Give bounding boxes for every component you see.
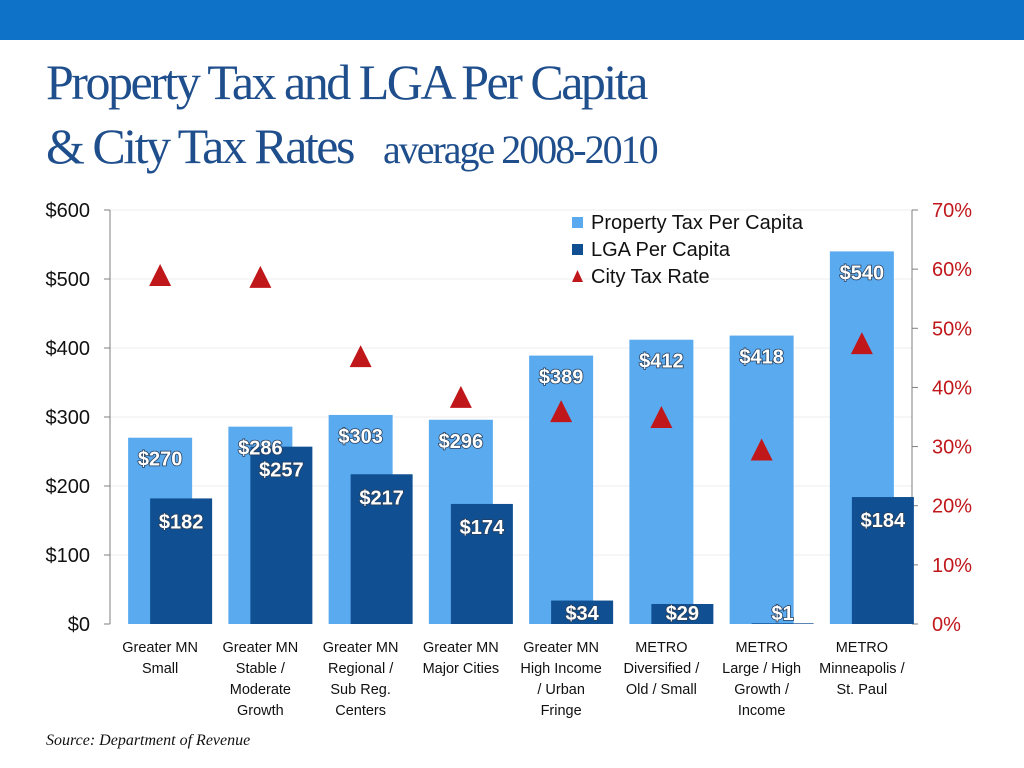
- data-label-lga: $34: [565, 603, 599, 625]
- data-label-lga: $182: [159, 511, 204, 533]
- x-category-label: High Income: [520, 661, 601, 677]
- title-line-2-text: & City Tax Rates: [46, 118, 355, 174]
- x-category-label: Greater MN: [423, 640, 499, 656]
- x-category-label: Sub Reg.: [330, 682, 390, 698]
- bar-lga: [350, 474, 413, 624]
- y-tick-label: $500: [46, 269, 91, 291]
- marker-city-tax-rate: [349, 345, 372, 368]
- x-category-label: METRO: [836, 640, 888, 656]
- x-category-label: METRO: [735, 640, 787, 656]
- page-title: Property Tax and LGA Per Capita & City T…: [46, 50, 659, 182]
- bar-lga: [551, 600, 614, 624]
- x-category-label: Minneapolis /: [819, 661, 905, 677]
- marker-city-tax-rate: [550, 400, 573, 423]
- legend-label: City Tax Rate: [591, 266, 710, 288]
- x-category-label: Fringe: [541, 703, 582, 719]
- x-category-label: Regional /: [328, 661, 394, 677]
- data-label-property-tax: $412: [639, 351, 684, 373]
- x-category-label: METRO: [635, 640, 687, 656]
- title-line-2: & City Tax Rates average 2008-2010: [46, 114, 659, 182]
- source-note: Source: Department of Revenue: [46, 732, 251, 749]
- y2-tick-label: 70%: [932, 200, 972, 222]
- x-category-label: Greater MN: [223, 640, 299, 656]
- title-line-1: Property Tax and LGA Per Capita: [46, 54, 648, 110]
- data-label-lga: $217: [359, 487, 404, 509]
- data-label-property-tax: $418: [739, 347, 784, 369]
- marker-city-tax-rate: [449, 385, 472, 408]
- x-category-label: Small: [142, 661, 178, 677]
- x-category-label: Old / Small: [626, 682, 697, 698]
- data-label-property-tax: $389: [539, 367, 584, 389]
- legend-label: LGA Per Capita: [591, 239, 731, 261]
- x-category-label: / Urban: [537, 682, 585, 698]
- x-category-label: Growth: [237, 703, 284, 719]
- legend-swatch: [572, 217, 583, 228]
- bar-property-tax: [729, 335, 794, 624]
- subtitle: average 2008-2010: [382, 127, 659, 172]
- y2-tick-label: 40%: [932, 377, 972, 399]
- legend-swatch: [572, 270, 583, 282]
- y-tick-label: $300: [46, 407, 91, 429]
- y2-tick-label: 0%: [932, 614, 961, 636]
- y-tick-label: $400: [46, 338, 91, 360]
- x-category-label: Centers: [335, 703, 386, 719]
- x-category-label: Income: [738, 703, 786, 719]
- header-bar: [0, 0, 1024, 40]
- bar-property-tax: [529, 355, 594, 624]
- bar-lga: [150, 498, 213, 624]
- y-tick-label: $200: [46, 476, 91, 498]
- x-category-label: Greater MN: [523, 640, 599, 656]
- x-category-label: St. Paul: [836, 682, 887, 698]
- bar-lga: [450, 503, 513, 624]
- y2-tick-label: 30%: [932, 437, 972, 459]
- y2-tick-label: 60%: [932, 259, 972, 281]
- y2-tick-label: 20%: [932, 496, 972, 518]
- x-category-label: Large / High: [722, 661, 801, 677]
- bar-chart: $0 $100 $200 $300 $400 $500 $600 0% 10% 20% 30% 40%…: [46, 200, 973, 719]
- legend-swatch: [572, 244, 583, 255]
- marker-city-tax-rate: [750, 438, 773, 461]
- data-label-lga: $1: [772, 603, 794, 625]
- y2-tick-label: 50%: [932, 318, 972, 340]
- bar-lga: [751, 623, 814, 624]
- marker-city-tax-rate: [249, 265, 272, 288]
- y-tick-label: $0: [68, 614, 90, 636]
- x-category-label: Greater MN: [122, 640, 198, 656]
- x-category-label: Diversified /: [624, 661, 701, 677]
- y-tick-label: $100: [46, 545, 91, 567]
- y-tick-label: $600: [46, 200, 91, 222]
- x-category-label: Greater MN: [323, 640, 399, 656]
- bar-property-tax: [629, 339, 694, 624]
- data-label-lga: $174: [460, 517, 505, 539]
- x-category-label: Major Cities: [423, 661, 500, 677]
- data-label-property-tax: $286: [238, 438, 283, 460]
- data-label-lga: $184: [861, 510, 906, 532]
- y2-tick-label: 10%: [932, 555, 972, 577]
- marker-city-tax-rate: [650, 406, 673, 428]
- legend-label: Property Tax Per Capita: [591, 212, 804, 234]
- data-label-property-tax: $540: [840, 262, 885, 284]
- data-label-property-tax: $296: [439, 431, 484, 453]
- bar-lga: [250, 446, 313, 624]
- data-label-property-tax: $303: [338, 426, 383, 448]
- data-label-lga: $257: [259, 460, 304, 482]
- data-label-lga: $29: [666, 603, 699, 625]
- bar-lga: [851, 497, 914, 624]
- bar-lga: [651, 603, 714, 624]
- data-label-property-tax: $270: [138, 449, 183, 471]
- marker-city-tax-rate: [850, 332, 873, 355]
- marker-city-tax-rate: [149, 264, 172, 287]
- x-category-label: Moderate: [230, 682, 291, 698]
- x-category-label: Stable /: [236, 661, 286, 677]
- x-category-label: Growth /: [734, 682, 790, 698]
